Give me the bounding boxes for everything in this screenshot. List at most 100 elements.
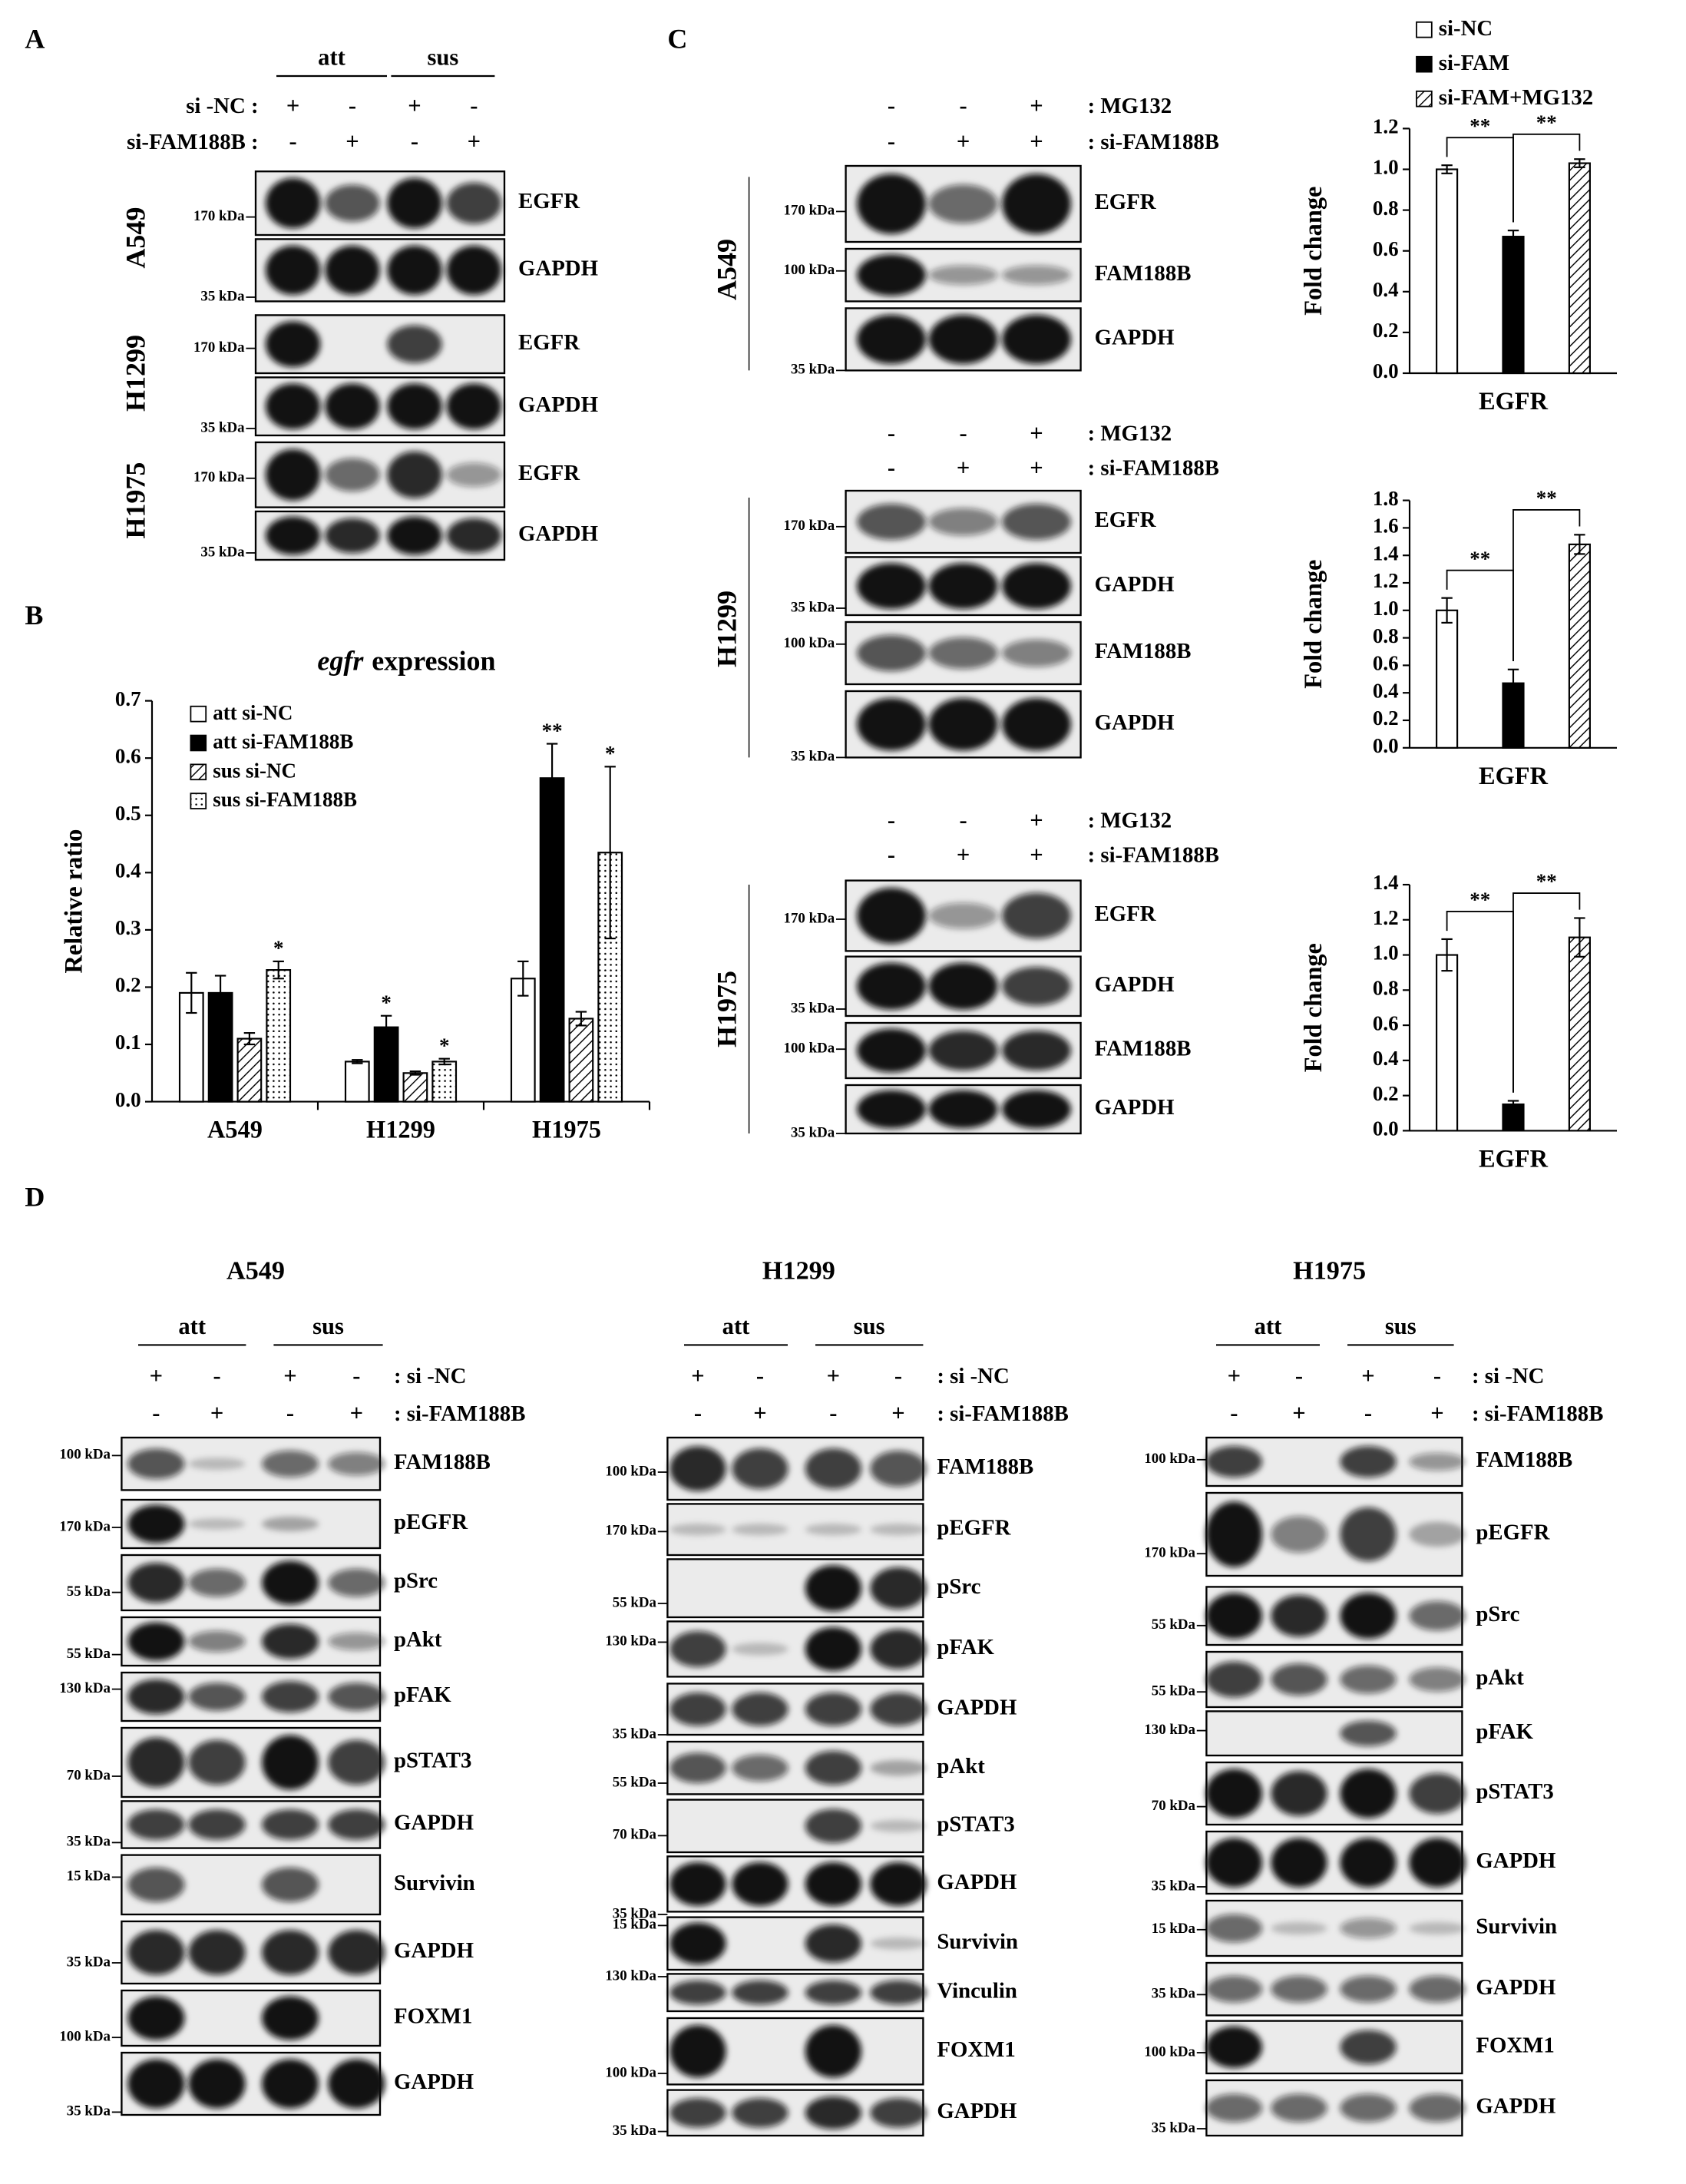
bands [857, 1028, 1071, 1073]
label: 55 kDa [1152, 1683, 1196, 1699]
label: 15 kDa [1152, 1921, 1196, 1937]
label: FAM188B [1095, 261, 1192, 286]
label: 70 kDa [67, 1767, 111, 1783]
band [732, 1448, 788, 1489]
bar [1436, 954, 1459, 1132]
bands [1205, 1661, 1466, 1698]
band [1409, 1921, 1466, 1935]
label: Fold change [1300, 943, 1327, 1072]
band [1205, 1501, 1263, 1567]
label: GAPDH [518, 392, 598, 417]
bands [265, 245, 502, 295]
band [265, 448, 321, 501]
label: 1.0 [1373, 597, 1399, 620]
band [1002, 1090, 1071, 1129]
label: si-FAM188B : [127, 130, 258, 154]
label: FOXM1 [937, 2037, 1015, 2062]
label: 0.8 [1373, 197, 1399, 220]
label: + [891, 1400, 904, 1426]
bar [539, 777, 565, 1103]
error-bar [604, 766, 616, 940]
bar [510, 978, 536, 1103]
band [669, 1693, 726, 1726]
band [870, 1937, 927, 1950]
band [1271, 1771, 1327, 1816]
label: GAPDH [937, 1695, 1017, 1719]
label: A549 [226, 1257, 285, 1286]
label: 35 kDa [791, 1000, 835, 1016]
band [857, 635, 926, 671]
band [1271, 1975, 1327, 2003]
band [669, 1524, 726, 1536]
band [870, 1524, 927, 1536]
label: 0.0 [1373, 734, 1399, 757]
label: - [894, 1363, 902, 1389]
bar [1436, 609, 1459, 749]
label: - [960, 420, 967, 446]
error-bar [1574, 158, 1585, 168]
label: pSrc [394, 1569, 438, 1593]
label: ** [1469, 547, 1490, 570]
band [265, 177, 321, 229]
bands [127, 1504, 319, 1544]
label: 0.0 [1373, 359, 1399, 382]
label: att [318, 44, 345, 70]
label: + [150, 1363, 163, 1389]
bands [669, 1626, 927, 1671]
bands [127, 1930, 385, 1975]
label: : si-FAM188B [394, 1401, 525, 1426]
band [1271, 1516, 1327, 1553]
band [805, 1565, 862, 1612]
label: FAM188B [394, 1450, 491, 1474]
label: GAPDH [1095, 326, 1175, 350]
label: 0.5 [115, 802, 141, 825]
label: 1.2 [1373, 569, 1399, 592]
band [1002, 967, 1071, 1006]
label: 0.6 [115, 744, 141, 767]
label: 0.0 [1373, 1117, 1399, 1140]
band [188, 2059, 246, 2109]
error-bar [186, 971, 197, 1014]
band [328, 1683, 385, 1711]
bands [669, 1693, 927, 1726]
band [928, 314, 998, 364]
label: : MG132 [1088, 94, 1172, 118]
bands [1205, 1975, 1466, 2003]
band [857, 698, 926, 751]
significance-bracket [1512, 509, 1581, 661]
band [928, 902, 998, 929]
band [261, 1809, 319, 1840]
label: pSTAT3 [394, 1749, 471, 1773]
label: sus [854, 1313, 885, 1339]
bands [127, 1735, 385, 1790]
label: 0.4 [1373, 278, 1399, 301]
label: A549 [207, 1117, 263, 1144]
label: GAPDH [1476, 1975, 1555, 2000]
label: 55 kDa [1152, 1616, 1196, 1633]
band [127, 1867, 185, 1902]
band [928, 265, 998, 285]
label: pFAK [394, 1683, 451, 1707]
band [870, 1980, 927, 2005]
label: 0.6 [1373, 237, 1399, 260]
legend-swatch [190, 705, 207, 723]
label: pFAK [1476, 1719, 1533, 1744]
band [870, 1567, 927, 1610]
band [1340, 1769, 1397, 1818]
label: 70 kDa [613, 1827, 657, 1843]
label: si -NC : [186, 94, 258, 118]
label: 1.0 [1373, 941, 1399, 965]
label: EGFR [518, 189, 580, 213]
label: 55 kDa [67, 1583, 111, 1600]
band [1002, 1031, 1071, 1070]
bands [1205, 1769, 1466, 1818]
band [387, 383, 442, 430]
band [1409, 1975, 1466, 2003]
label: A549 [712, 239, 742, 300]
band [805, 2096, 862, 2129]
band [261, 1930, 319, 1975]
label: 0.2 [1373, 319, 1399, 342]
bands [1205, 1593, 1466, 1640]
band [127, 1737, 185, 1788]
